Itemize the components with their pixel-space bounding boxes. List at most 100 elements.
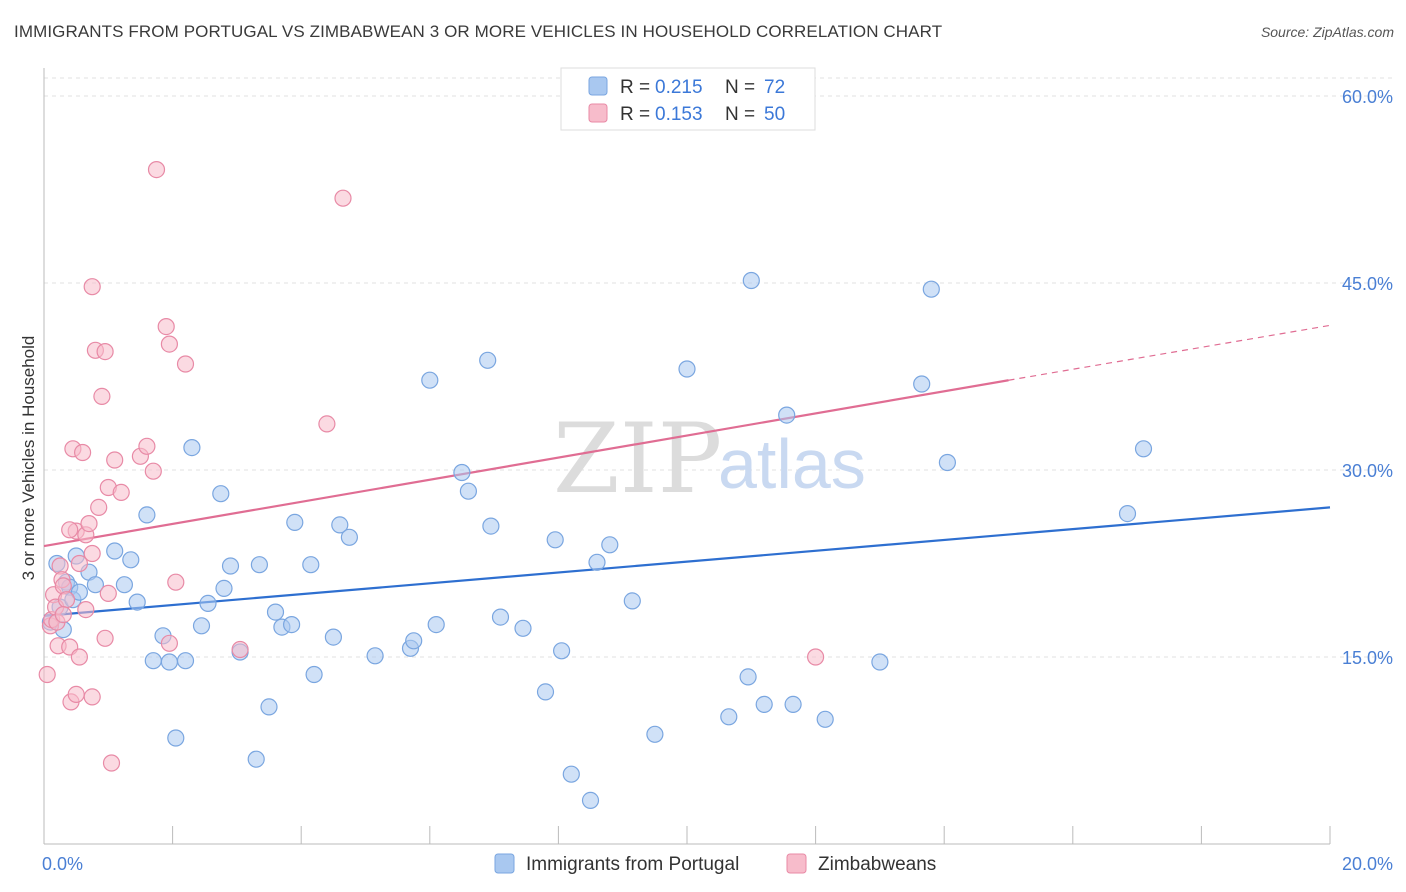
legend-r-label-portugal: R = (620, 77, 650, 98)
series-label-portugal: Immigrants from Portugal (526, 854, 739, 875)
legend-n-value-zimbabwe: 50 (764, 104, 785, 125)
point-portugal-72 (1118, 504, 1137, 523)
series-swatch-portugal (494, 853, 515, 874)
trend-line-zimbabwe-extension (1008, 324, 1331, 381)
chart-source: Source: ZipAtlas.com (1260, 24, 1394, 40)
point-portugal-14 (128, 593, 146, 611)
point-portugal-57 (601, 536, 619, 554)
chart-title: IMMIGRANTS FROM PORTUGAL VS ZIMBABWEAN 3… (14, 22, 943, 41)
point-portugal-52 (546, 531, 564, 549)
point-portugal-8 (70, 583, 89, 601)
axes (43, 68, 1331, 845)
point-portugal-44 (427, 615, 445, 634)
point-zimbabwe-47 (61, 521, 79, 539)
point-zimbabwe-43 (231, 640, 249, 659)
point-zimbabwe-36 (144, 462, 162, 480)
point-zimbabwe-32 (106, 451, 124, 469)
trend-line-portugal (43, 506, 1331, 617)
point-zimbabwe-15 (67, 685, 85, 704)
series-label-zimbabwe: Zimbabweans (818, 854, 936, 875)
legend-r-value-portugal: 0.215 (655, 77, 703, 98)
point-zimbabwe-40 (160, 634, 178, 652)
point-portugal-10 (86, 576, 105, 594)
point-portugal-56 (588, 553, 606, 571)
point-portugal-37 (324, 628, 342, 646)
point-portugal-63 (742, 271, 760, 290)
point-portugal-61 (720, 708, 738, 726)
y-axis-label: 3 or more Vehicles in Household (19, 336, 38, 581)
legend-swatch-portugal (588, 76, 608, 96)
point-portugal-29 (250, 556, 268, 574)
point-portugal-43 (421, 371, 439, 389)
point-zimbabwe-20 (80, 514, 98, 533)
point-portugal-31 (266, 603, 285, 621)
point-portugal-28 (247, 750, 265, 768)
point-zimbabwe-26 (93, 387, 111, 405)
point-portugal-73 (1134, 440, 1153, 458)
point-portugal-54 (562, 765, 580, 783)
point-zimbabwe-41 (167, 573, 185, 591)
point-portugal-34 (286, 513, 304, 532)
watermark: ZIP atlas (553, 403, 866, 515)
point-portugal-35 (302, 556, 320, 574)
point-portugal-25 (215, 579, 233, 598)
point-portugal-20 (176, 652, 195, 670)
point-portugal-47 (479, 351, 497, 369)
point-zimbabwe-29 (99, 584, 117, 603)
point-zimbabwe-27 (96, 343, 114, 361)
point-zimbabwe-35 (138, 437, 156, 455)
point-portugal-53 (552, 642, 571, 660)
legend-r-label-zimbabwe: R = (620, 104, 650, 125)
legend-n-label-portugal: N = (725, 77, 755, 98)
point-portugal-70 (922, 280, 940, 298)
point-portugal-60 (678, 360, 696, 378)
point-portugal-64 (755, 695, 773, 714)
trend-lines (43, 324, 1331, 617)
point-portugal-12 (115, 576, 134, 594)
point-portugal-68 (871, 653, 889, 671)
legend-n-label-zimbabwe: N = (725, 104, 755, 125)
point-portugal-42 (405, 632, 423, 650)
point-portugal-33 (283, 615, 301, 634)
point-portugal-21 (183, 439, 201, 457)
point-zimbabwe-18 (73, 443, 92, 462)
series-swatch-zimbabwe (786, 853, 807, 874)
point-portugal-40 (366, 647, 384, 665)
x-tick-labels: 0.0% 20.0% (42, 854, 1393, 874)
point-portugal-51 (536, 683, 555, 701)
point-zimbabwe-37 (147, 161, 166, 179)
point-zimbabwe-39 (160, 335, 178, 353)
point-portugal-65 (778, 406, 796, 424)
point-zimbabwe-42 (176, 355, 195, 373)
point-zimbabwe-0 (38, 665, 56, 684)
y-tick-label-30: 30.0% (1342, 461, 1393, 481)
point-portugal-18 (160, 653, 178, 671)
point-zimbabwe-49 (54, 605, 72, 624)
y-tick-label-15: 15.0% (1342, 648, 1393, 668)
point-zimbabwe-48 (77, 600, 95, 619)
point-portugal-19 (167, 729, 185, 747)
point-portugal-38 (331, 516, 349, 534)
point-zimbabwe-16 (70, 554, 89, 573)
gridlines (44, 77, 1393, 658)
point-portugal-50 (514, 619, 532, 637)
point-portugal-62 (739, 668, 757, 686)
point-portugal-59 (646, 725, 664, 743)
point-portugal-69 (913, 375, 931, 393)
point-portugal-49 (491, 608, 510, 626)
point-zimbabwe-46 (806, 648, 825, 666)
point-zimbabwe-10 (57, 591, 76, 609)
point-portugal-67 (816, 710, 834, 728)
point-portugal-39 (340, 528, 358, 546)
point-portugal-16 (144, 652, 162, 670)
point-portugal-45 (453, 463, 471, 482)
point-portugal-58 (623, 592, 641, 610)
x-tick-label-max: 20.0% (1342, 854, 1393, 874)
point-zimbabwe-17 (70, 648, 89, 666)
legend-r-value-zimbabwe: 0.153 (655, 104, 703, 125)
watermark-zip: ZIP (553, 403, 722, 515)
point-portugal-71 (938, 453, 957, 472)
point-zimbabwe-22 (83, 544, 101, 563)
point-portugal-30 (260, 698, 278, 716)
point-zimbabwe-33 (112, 483, 130, 501)
